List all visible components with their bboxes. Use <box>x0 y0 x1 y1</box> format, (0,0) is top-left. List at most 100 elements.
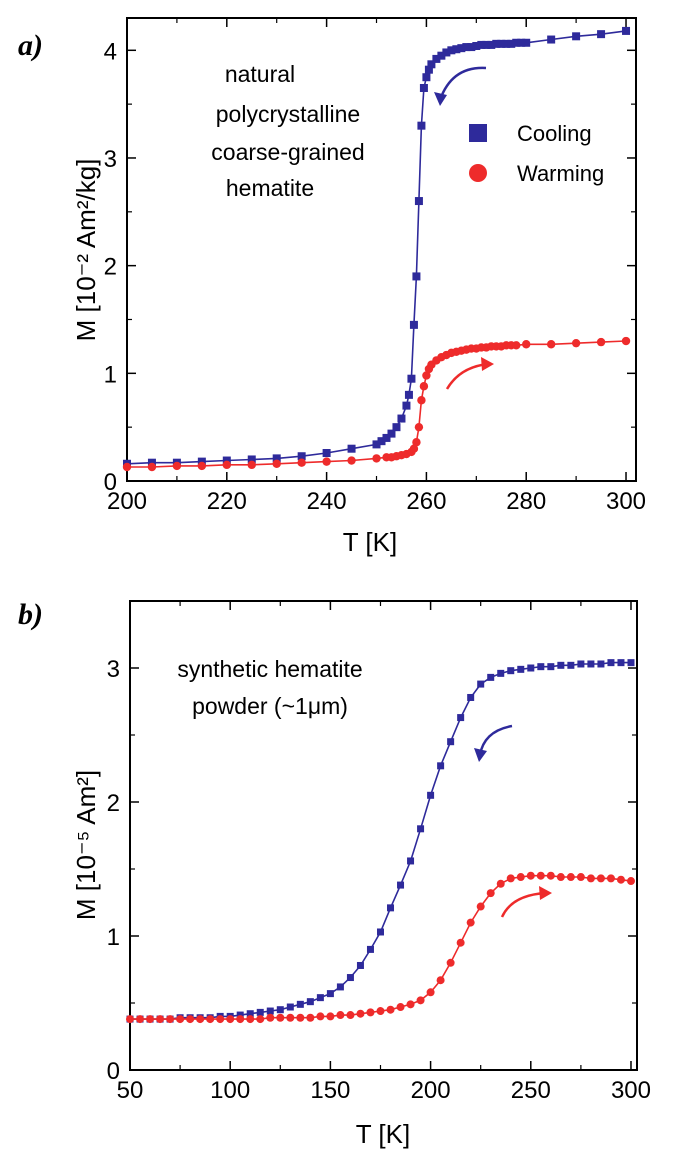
panel-a-ylabel: M [10⁻² Am²/kg] <box>71 159 101 342</box>
cooling-point <box>447 46 456 55</box>
warming-point <box>366 1008 375 1017</box>
cooling-line-a <box>126 30 627 465</box>
y-tick-label: 0 <box>107 1058 120 1085</box>
cooling-point <box>522 38 531 47</box>
cooling-point <box>502 39 511 48</box>
x-tick-label: 250 <box>511 1077 551 1104</box>
cooling-point <box>487 673 495 681</box>
warming-point <box>606 874 615 883</box>
cooling-point <box>147 458 156 467</box>
cooling-point <box>472 41 481 50</box>
warming-point <box>516 873 525 882</box>
warming-point <box>436 976 445 985</box>
annotation-b-line-1: synthetic hematite <box>177 656 362 682</box>
legend-warming-marker <box>469 164 487 182</box>
warming-point <box>156 1015 165 1024</box>
warming-point <box>576 873 585 882</box>
y-tick-label: 3 <box>104 146 117 173</box>
x-tick-label: 200 <box>107 488 147 515</box>
x-tick-label: 220 <box>207 488 247 515</box>
cooling-point <box>587 660 595 668</box>
cooling-point <box>387 904 395 912</box>
annotation-line-3: coarse-grained <box>211 139 364 165</box>
cooling-point <box>497 669 505 677</box>
warming-point <box>206 1015 215 1024</box>
cooling-point <box>266 1007 274 1015</box>
warming-point <box>166 1015 175 1024</box>
cooling-point <box>437 51 446 60</box>
x-tick-label: 240 <box>307 488 347 515</box>
cooling-point <box>326 990 334 998</box>
panel-b-ticks: 50 100 150 200 250 300 0 1 2 3 <box>107 601 651 1104</box>
x-tick-label: 260 <box>406 488 446 515</box>
y-tick-label: 3 <box>107 656 120 683</box>
cooling-point <box>437 762 445 770</box>
cooling-point <box>412 272 421 281</box>
cooling-point <box>197 457 206 466</box>
warming-point <box>414 422 424 432</box>
warming-point <box>216 1015 225 1024</box>
warming-point <box>386 1005 395 1014</box>
cooling-point <box>557 661 565 669</box>
cooling-point <box>597 660 605 668</box>
legend-warming-label: Warming <box>517 161 604 186</box>
cooling-point <box>392 423 401 432</box>
y-tick-label: 0 <box>104 469 117 496</box>
cooling-point <box>607 659 615 667</box>
warming-point <box>256 1015 265 1024</box>
cooling-point <box>527 664 535 672</box>
warming-point <box>417 396 426 405</box>
cooling-point <box>617 659 625 667</box>
warming-point <box>571 338 581 348</box>
warming-point <box>596 874 605 883</box>
warming-point <box>272 459 281 468</box>
warming-point <box>446 958 455 967</box>
warming-point <box>522 340 531 349</box>
warming-point <box>316 1012 325 1021</box>
cooling-point <box>272 454 281 463</box>
cooling-point <box>427 791 435 799</box>
cooling-point <box>376 928 384 936</box>
panel-b-xlabel: T [K] <box>356 1119 410 1149</box>
cooling-point <box>417 825 425 833</box>
cooling-point <box>482 40 491 49</box>
cooling-point <box>577 660 585 668</box>
cooling-point <box>404 390 413 399</box>
annotation-line-4: hematite <box>226 175 314 201</box>
cooling-point <box>409 320 418 329</box>
warming-point <box>196 1015 205 1024</box>
warming-point <box>322 457 331 466</box>
warming-line-b <box>130 874 632 1020</box>
cooling-arrow-a <box>434 66 487 106</box>
cooling-point <box>356 961 364 969</box>
cooling-point <box>256 1008 264 1016</box>
warming-point <box>409 444 419 453</box>
cooling-point <box>316 994 324 1002</box>
warming-point <box>419 382 429 391</box>
cooling-point <box>372 440 381 449</box>
cooling-point <box>306 998 314 1006</box>
warming-point <box>596 337 606 347</box>
cooling-point <box>457 44 466 53</box>
x-tick-label: 150 <box>310 1077 350 1104</box>
cooling-point <box>276 1006 284 1014</box>
warming-point <box>412 438 421 447</box>
warming-point <box>526 871 535 880</box>
warming-point <box>372 454 381 463</box>
cooling-point <box>296 1000 304 1008</box>
cooling-point <box>537 663 545 671</box>
cooling-point <box>507 667 515 675</box>
cooling-point <box>497 39 506 48</box>
cooling-point <box>457 714 465 722</box>
cooling-point <box>417 121 426 130</box>
cooling-point <box>442 48 451 57</box>
cooling-point <box>236 1011 244 1019</box>
warming-point <box>246 1015 255 1024</box>
warming-point <box>347 456 356 465</box>
legend: Cooling Warming <box>469 121 604 186</box>
cooling-point <box>377 437 386 446</box>
y-tick-label: 2 <box>104 254 117 281</box>
cooling-point <box>547 663 555 671</box>
warming-point <box>586 874 595 883</box>
warming-point <box>486 889 495 898</box>
